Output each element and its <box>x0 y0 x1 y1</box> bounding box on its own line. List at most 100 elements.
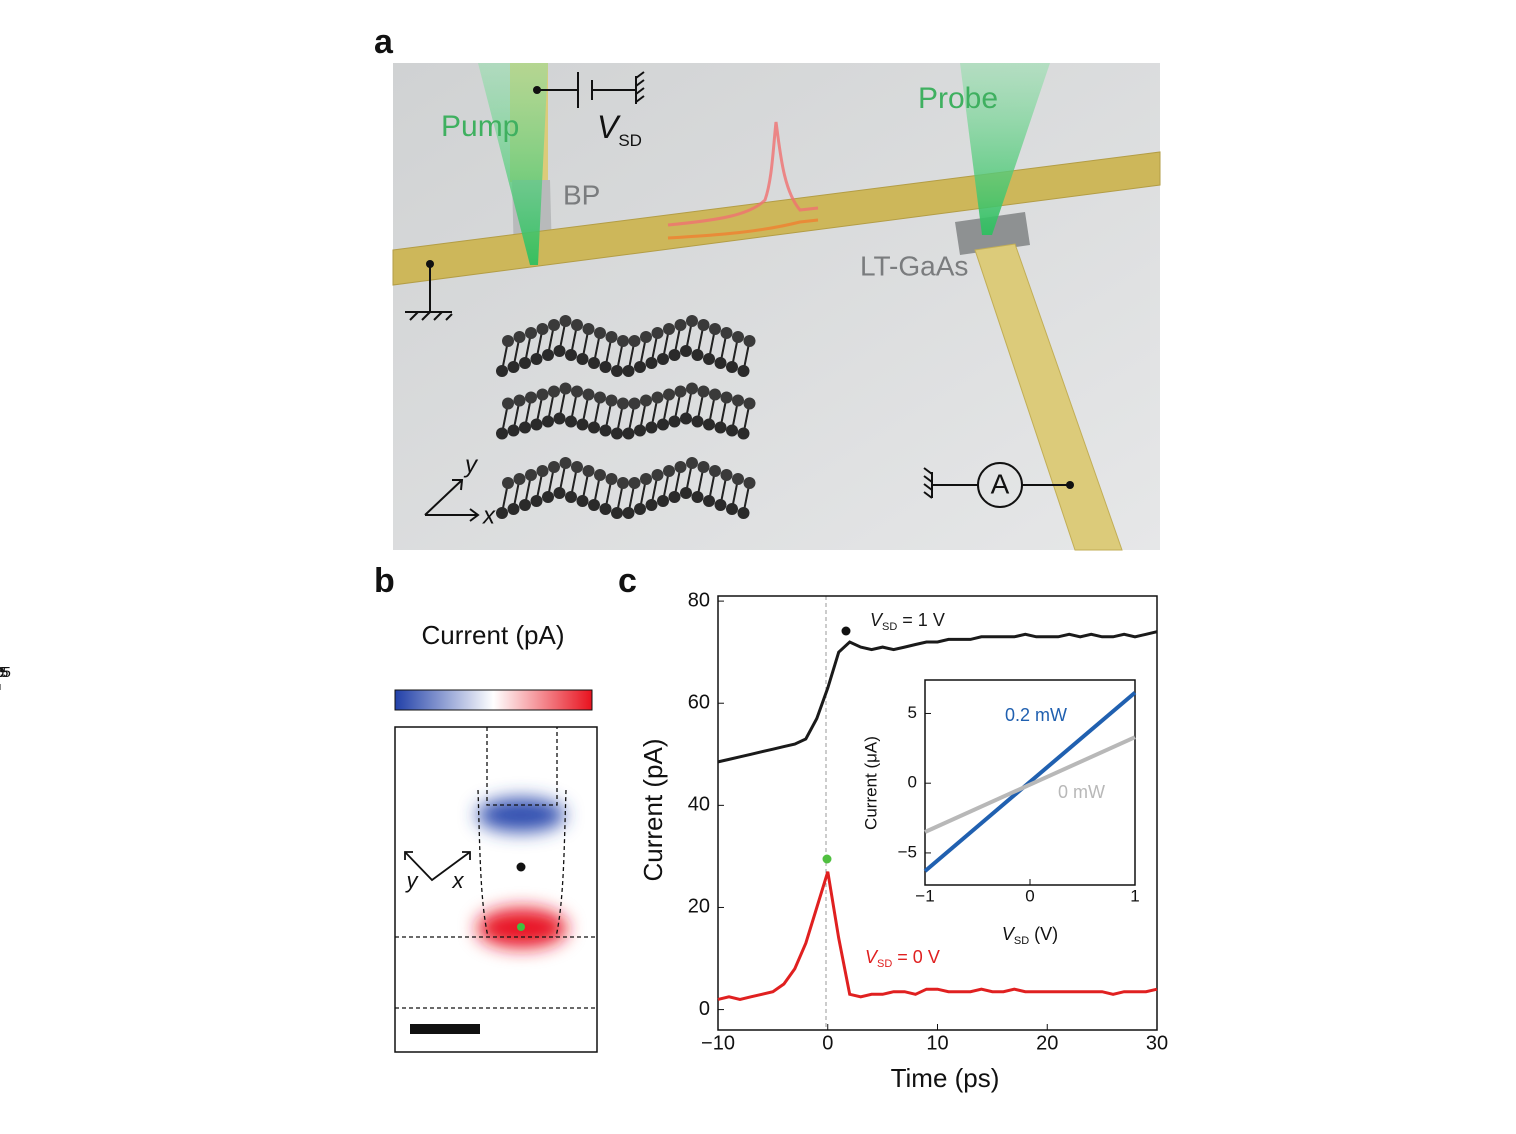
atom <box>622 427 635 440</box>
negative-current-region <box>477 798 565 832</box>
atom <box>640 473 652 485</box>
atom <box>657 353 669 365</box>
atom <box>542 349 554 361</box>
vsd-label: VSD <box>597 109 642 150</box>
x-tick-label: 0 <box>1025 886 1034 905</box>
atom <box>525 469 537 481</box>
atom <box>548 319 560 331</box>
symbol: V <box>870 610 884 630</box>
y-tick-label: 0 <box>908 773 917 792</box>
atom <box>651 327 664 339</box>
bp-label: BP <box>563 179 600 210</box>
atom <box>737 365 750 377</box>
atom <box>737 507 750 519</box>
atom <box>542 415 554 428</box>
atom <box>674 385 687 398</box>
atom <box>525 391 537 404</box>
y-tick-label: 0 <box>699 998 710 1020</box>
atom <box>599 503 612 515</box>
x-tick-label: 10 <box>926 1032 948 1054</box>
symbol: V <box>865 947 879 967</box>
axis-x-label: x <box>452 868 465 893</box>
atom <box>576 418 589 431</box>
atom <box>628 397 641 410</box>
atom <box>548 385 560 398</box>
colorbar-title: Current (pA) <box>421 620 564 650</box>
atom <box>594 469 606 481</box>
atom <box>553 487 566 499</box>
subscript: SD <box>1014 935 1029 947</box>
x-tick-label: −10 <box>701 1032 735 1054</box>
subscript: SD <box>877 958 892 970</box>
atom <box>680 412 692 425</box>
text: = 0 V <box>897 947 940 967</box>
atom <box>576 495 589 507</box>
map-frame <box>394 726 598 1053</box>
lt-gaas-label: LT-GaAs <box>860 250 968 281</box>
atom <box>559 315 572 327</box>
atom <box>686 457 698 469</box>
atom <box>507 361 520 373</box>
atom <box>611 427 623 440</box>
atom <box>502 397 514 410</box>
bp-lattice <box>496 315 756 519</box>
atom <box>743 335 756 347</box>
series-line <box>717 630 1158 764</box>
axis-y-label: y <box>463 451 479 478</box>
atom <box>686 382 698 395</box>
atom <box>536 388 549 401</box>
atom <box>571 385 583 398</box>
atom <box>674 461 687 473</box>
atom <box>519 357 531 369</box>
atom <box>663 388 675 401</box>
atom <box>657 418 669 431</box>
atom <box>703 418 715 431</box>
series-line <box>717 871 1158 1001</box>
atom <box>617 477 629 489</box>
atom <box>507 503 520 515</box>
series-annotation: VSD = 1 V <box>870 610 945 633</box>
atom <box>714 421 727 434</box>
atom <box>594 327 606 339</box>
atom <box>588 421 600 434</box>
atom <box>571 461 583 473</box>
atom <box>536 465 549 477</box>
atom <box>709 323 721 335</box>
atom <box>617 397 629 410</box>
atom <box>703 495 715 507</box>
atom <box>553 412 566 425</box>
terminal-dot <box>533 86 541 94</box>
pump-label: Pump <box>441 110 519 143</box>
atom <box>668 491 681 503</box>
atom <box>703 353 715 365</box>
atom <box>720 327 733 339</box>
atom <box>680 345 692 357</box>
panel-label: c <box>618 562 637 600</box>
atom <box>605 394 618 407</box>
atom <box>663 323 675 335</box>
atom <box>657 495 669 507</box>
atom <box>530 495 543 507</box>
atom <box>588 357 600 369</box>
atom <box>605 473 618 485</box>
atom <box>565 491 577 503</box>
unit: (V) <box>1034 924 1058 944</box>
atom <box>714 499 727 511</box>
atom <box>651 391 664 404</box>
atom <box>622 365 635 377</box>
x-tick-label: 20 <box>1036 1032 1058 1054</box>
x-axis-title: Time (ps) <box>891 1063 1000 1093</box>
scale-bar <box>410 1024 480 1034</box>
terminal-dot <box>1066 481 1074 489</box>
atom <box>559 382 572 395</box>
pulse-shadow <box>667 218 819 240</box>
axes-arrows <box>424 479 480 522</box>
atom <box>737 427 750 440</box>
atom <box>732 473 744 485</box>
y-tick-label: 40 <box>688 794 710 816</box>
atom <box>519 499 531 511</box>
series-label: 0 mW <box>1058 782 1105 802</box>
